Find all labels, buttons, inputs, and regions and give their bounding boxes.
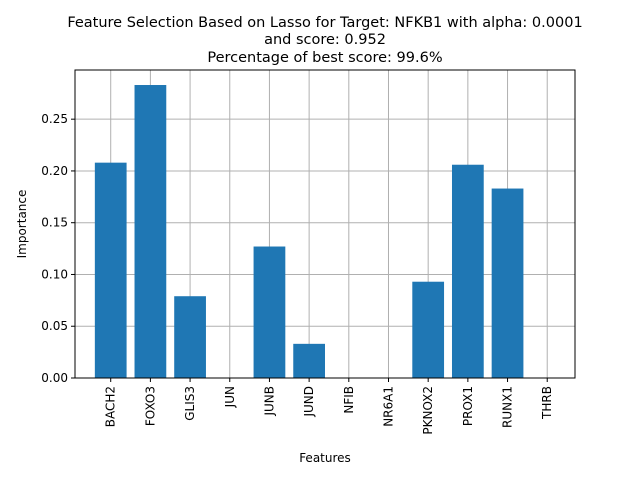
bar-foxo3: [134, 85, 167, 378]
y-tick-label: 0.15: [41, 216, 68, 230]
y-axis-ticks: 0.00 0.05 0.10 0.15 0.20 0.25: [41, 112, 75, 385]
bar-bach2: [94, 162, 127, 378]
y-tick-label: 0.10: [41, 267, 68, 281]
x-tick-label-glis3: GLIS3: [183, 386, 197, 421]
x-tick-label-junb: JUNB: [262, 386, 276, 417]
x-axis-ticks: BACH2 FOXO3 GLIS3 JUN JUNB JUND NFIB NR6A1 PKNOX…: [104, 378, 554, 435]
x-tick-label-pknox2: PKNOX2: [421, 386, 435, 435]
x-tick-label-nfib: NFIB: [342, 386, 356, 414]
x-tick-label-bach2: BACH2: [104, 386, 118, 427]
x-tick-label-thrb: THRB: [540, 386, 554, 420]
bar-runx1: [491, 188, 524, 378]
x-tick-label-jund: JUND: [302, 386, 316, 418]
bar-junb: [253, 246, 286, 378]
x-tick-label-foxo3: FOXO3: [143, 386, 157, 426]
bars: [94, 85, 524, 378]
x-tick-label-nr6a1: NR6A1: [381, 386, 395, 427]
bar-prox1: [451, 164, 484, 378]
bar-jund: [293, 343, 325, 378]
x-tick-label-prox1: PROX1: [461, 386, 475, 426]
y-tick-label: 0.25: [41, 112, 68, 126]
plot-area-frame: [74, 69, 576, 379]
chart-title-line-1: Feature Selection Based on Lasso for Tar…: [67, 15, 582, 31]
bar-glis3: [174, 296, 206, 378]
x-tick-label-jun: JUN: [223, 386, 237, 408]
chart-title-line-2: and score: 0.952: [264, 32, 386, 48]
chart-title-line-3: Percentage of best score: 99.6%: [207, 50, 442, 66]
x-tick-label-runx1: RUNX1: [501, 386, 515, 428]
y-tick-label: 0.20: [41, 164, 68, 178]
bar-pknox2: [412, 281, 445, 378]
y-tick-label: 0.05: [41, 319, 68, 333]
chart-title: Feature Selection Based on Lasso for Tar…: [67, 15, 582, 66]
y-tick-label: 0.00: [41, 371, 68, 385]
y-axis-label: Importance: [15, 190, 29, 259]
x-axis-label: Features: [299, 451, 351, 465]
